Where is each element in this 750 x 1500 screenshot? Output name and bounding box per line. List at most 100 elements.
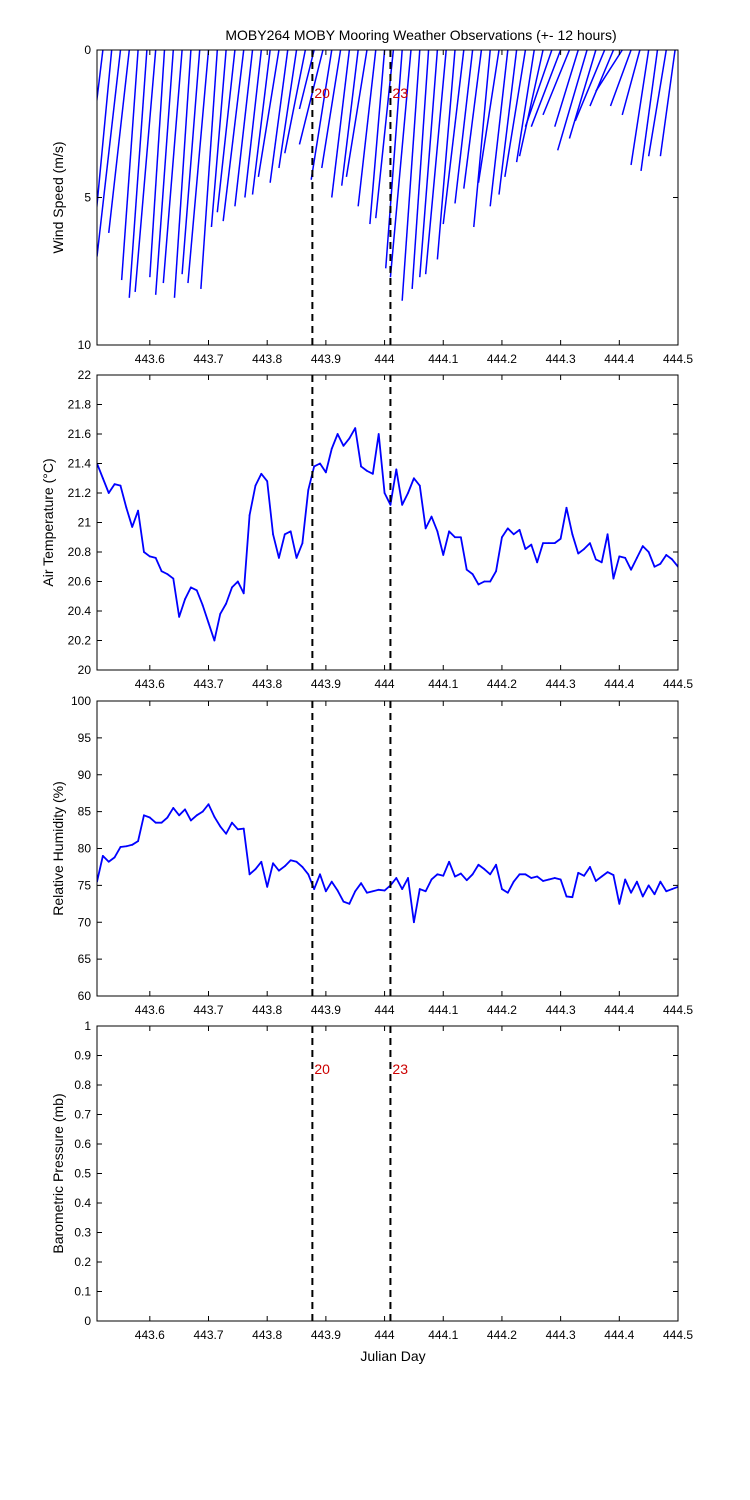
data-point <box>260 860 263 863</box>
wind-vector <box>269 50 289 183</box>
data-point <box>647 551 650 553</box>
wind-vector <box>647 50 668 157</box>
y-tick-label: 0.9 <box>74 1049 91 1063</box>
wind-vector <box>389 50 412 278</box>
data-point <box>242 827 245 830</box>
x-tick-label: 444.1 <box>428 677 458 691</box>
data-point <box>189 586 192 589</box>
y-axis-label: Relative Humidity (%) <box>50 781 66 916</box>
data-point <box>219 825 222 828</box>
data-point <box>430 878 433 881</box>
data-point <box>324 890 327 893</box>
data-point <box>547 542 550 545</box>
x-tick-label: 443.6 <box>135 1003 165 1017</box>
data-point <box>383 889 386 892</box>
series-line-relative-humidity <box>97 803 678 924</box>
data-point <box>377 433 380 435</box>
data-point <box>213 639 216 642</box>
data-point <box>565 895 568 898</box>
series-group <box>97 427 678 642</box>
wind-vector <box>216 50 236 213</box>
wind-vector <box>524 50 553 127</box>
wind-vector <box>454 50 474 204</box>
event-marker-label: 23 <box>392 1061 408 1077</box>
data-point <box>266 885 269 888</box>
x-tick-label: 444.3 <box>546 1003 576 1017</box>
data-point <box>172 577 175 580</box>
wind-vector <box>149 50 166 278</box>
x-tick-label: 443.7 <box>193 1003 223 1017</box>
data-point <box>395 468 398 471</box>
data-point <box>330 447 333 450</box>
wind-vector <box>504 50 527 177</box>
data-point <box>565 506 568 509</box>
data-point <box>137 840 139 843</box>
data-point <box>665 554 668 556</box>
y-tick-label: 85 <box>78 805 92 819</box>
data-point <box>448 530 451 533</box>
data-point <box>512 533 515 536</box>
data-point <box>641 895 644 898</box>
data-point <box>319 462 321 465</box>
y-tick-label: 60 <box>78 989 92 1003</box>
x-tick-label: 443.8 <box>252 352 282 366</box>
panel-wind: 20 23 443.6 443.7 443.8 443.9 444 444.1 444.2 444… <box>50 43 693 366</box>
data-point <box>283 865 286 868</box>
data-point <box>125 506 128 509</box>
data-point <box>636 557 638 559</box>
y-tick-label: 0.5 <box>74 1167 91 1181</box>
wind-vector <box>384 50 403 269</box>
data-point <box>624 878 627 881</box>
data-point <box>313 465 316 468</box>
y-tick-label: 75 <box>78 878 92 892</box>
wind-vector <box>489 50 509 207</box>
panel-barometric-pressure: 20 23 443.6 443.7 443.8 443.9 444 444.1 444.2 444… <box>50 1019 693 1342</box>
x-tick-label: 444.3 <box>546 1328 576 1342</box>
x-tick-label: 443.7 <box>193 352 223 366</box>
data-point <box>324 471 327 474</box>
data-point <box>236 828 239 831</box>
x-tick-label: 443.8 <box>252 1328 282 1342</box>
data-point <box>606 533 609 536</box>
wind-vector <box>244 50 263 198</box>
data-point <box>618 555 621 558</box>
data-point <box>213 815 216 818</box>
data-point <box>319 873 321 876</box>
data-point <box>295 557 298 559</box>
y-tick-label: 10 <box>78 338 92 352</box>
data-point <box>424 890 427 893</box>
data-point <box>612 577 615 580</box>
data-point <box>671 558 674 561</box>
data-point <box>283 533 286 536</box>
data-point <box>571 896 574 899</box>
data-point <box>178 616 181 618</box>
data-point <box>254 484 257 487</box>
wind-vector <box>568 50 597 139</box>
data-point <box>436 873 439 876</box>
wind-vector <box>310 50 333 180</box>
wind-vector <box>424 50 447 275</box>
y-tick-label: 21 <box>78 516 92 530</box>
y-tick-label: 22 <box>78 368 92 382</box>
wind-vector <box>128 50 148 298</box>
wind-vector <box>284 50 307 154</box>
y-tick-label: 0.7 <box>74 1108 91 1122</box>
data-point <box>313 888 316 890</box>
data-point <box>553 542 556 545</box>
event-marker-label: 20 <box>314 85 330 101</box>
data-point <box>489 873 492 876</box>
data-point <box>225 832 228 835</box>
wind-vector <box>574 50 606 122</box>
data-point <box>272 862 274 865</box>
data-point <box>577 871 580 874</box>
data-point <box>307 873 310 876</box>
wind-vector <box>589 50 615 107</box>
panel-relative-humidity: 443.6 443.7 443.8 443.9 444 444.1 444.2 444.3 44… <box>50 694 693 1017</box>
series-group <box>97 50 676 301</box>
wind-vector <box>181 50 201 275</box>
data-point <box>101 854 104 857</box>
data-point <box>401 888 404 890</box>
data-point <box>413 921 415 924</box>
data-point <box>524 873 527 876</box>
